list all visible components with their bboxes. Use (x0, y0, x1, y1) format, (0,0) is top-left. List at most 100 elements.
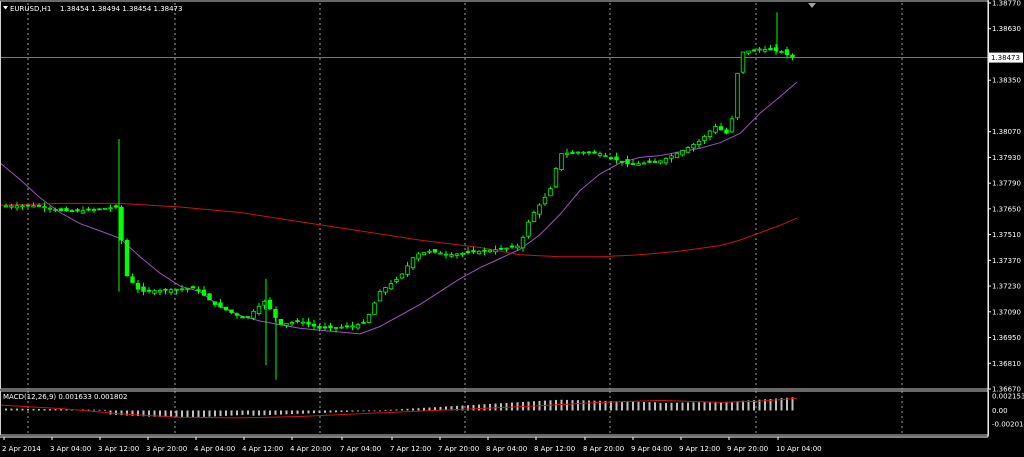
macd-histogram-bar (434, 407, 436, 411)
macd-histogram-bar (764, 399, 766, 411)
candle (69, 210, 75, 213)
candle (493, 249, 498, 253)
macd-histogram-bar (87, 409, 90, 411)
candle (636, 163, 641, 166)
macd-histogram-bar (280, 410, 282, 415)
macd-histogram-bar (362, 410, 365, 412)
candle (119, 206, 124, 241)
macd-histogram-bar (731, 401, 733, 411)
candle (80, 210, 86, 214)
time-tick-label: 3 Apr 04:00 (50, 445, 91, 453)
macd-histogram-bar (472, 404, 475, 411)
macd-histogram-bar (769, 398, 772, 411)
macd-histogram-bar (159, 410, 161, 417)
candle (581, 151, 586, 154)
candle (223, 306, 229, 311)
macd-histogram-bar (456, 405, 458, 411)
price-tick-label: 1.37370 (992, 257, 1021, 265)
time-tick-label: 7 Apr 04:00 (340, 445, 381, 453)
candle (185, 288, 190, 290)
macd-histogram-bar (401, 409, 403, 411)
macd-histogram-bar (786, 397, 788, 411)
candle (762, 49, 768, 52)
macd-histogram-bar (208, 410, 211, 417)
price-tick-label: 1.37230 (992, 283, 1021, 291)
candle (779, 51, 784, 54)
candle (542, 196, 548, 205)
macd-histogram-bar (439, 406, 442, 411)
candle (586, 151, 592, 154)
macd-histogram-bar (241, 410, 244, 415)
macd-histogram-bar (511, 402, 513, 411)
candle (9, 205, 14, 208)
macd-histogram-bar (175, 410, 178, 418)
candle (399, 273, 405, 279)
candle (141, 286, 146, 292)
price-tick-label: 1.38350 (992, 77, 1021, 85)
candle (465, 251, 471, 254)
candle (251, 310, 256, 319)
price-tick-label: 1.37930 (992, 154, 1021, 162)
candle (42, 206, 47, 209)
price-tick-label: 1.38630 (992, 25, 1021, 33)
time-tick-label: 9 Apr 04:00 (631, 445, 672, 453)
macd-histogram-bar (230, 410, 233, 416)
candle (713, 126, 718, 133)
macd-histogram-bar (296, 410, 299, 414)
candle (641, 162, 647, 165)
candle (421, 252, 427, 256)
macd-histogram-bar (49, 409, 51, 411)
candle (416, 253, 421, 260)
macd-histogram-bar (318, 410, 321, 413)
price-tick-label: 1.37650 (992, 205, 1021, 213)
macd-histogram-bar (626, 401, 629, 411)
macd-histogram-bar (571, 400, 574, 411)
candle (240, 316, 245, 319)
candle (3, 205, 9, 208)
macd-histogram-bar (412, 408, 414, 411)
macd-histogram-bar (324, 410, 326, 413)
shift-marker-icon (808, 3, 816, 8)
macd-histogram-bar (560, 399, 563, 411)
macd-histogram-bar (16, 408, 18, 411)
macd-histogram-bar (692, 402, 695, 411)
macd-histogram-bar (445, 406, 447, 411)
candle (735, 72, 740, 119)
symbol-header: EURUSD,H1 (10, 5, 51, 13)
macd-histogram-bar (615, 401, 618, 411)
candle (790, 54, 795, 58)
macd-histogram-bar (335, 410, 337, 413)
candle (548, 188, 553, 197)
candle (504, 247, 509, 250)
candle (597, 153, 603, 156)
candle (333, 326, 339, 329)
candle (300, 321, 306, 324)
candle (608, 157, 614, 160)
macd-histogram-bar (505, 402, 508, 411)
macd-histogram-bar (758, 399, 761, 411)
macd-histogram-bar (384, 410, 387, 411)
candle (174, 288, 179, 291)
time-tick-label: 10 Apr 04:00 (776, 445, 822, 453)
macd-histogram-bar (478, 404, 480, 411)
macd-histogram-bar (285, 410, 288, 415)
candle (86, 208, 91, 211)
candle (443, 253, 449, 256)
time-tick-label: 7 Apr 20:00 (438, 445, 479, 453)
candle (482, 249, 487, 252)
candle (36, 204, 42, 207)
candle (460, 252, 465, 255)
macd-histogram-bar (203, 410, 205, 417)
candle (498, 247, 504, 250)
candle (669, 155, 674, 159)
candle (432, 249, 438, 253)
macd-histogram-bar (588, 400, 590, 411)
candle (619, 160, 625, 163)
candle (75, 209, 80, 212)
macd-histogram-bar (566, 399, 568, 411)
moving-average-line (0, 202, 798, 258)
candle (449, 254, 454, 257)
candle (476, 250, 482, 255)
